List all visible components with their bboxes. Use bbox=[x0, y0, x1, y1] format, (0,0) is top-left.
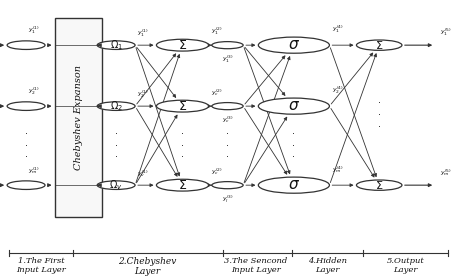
Ellipse shape bbox=[356, 180, 402, 190]
Ellipse shape bbox=[97, 41, 135, 50]
Text: $\sigma$: $\sigma$ bbox=[288, 178, 300, 192]
Text: 3.The Sencond
Input Layer: 3.The Sencond Input Layer bbox=[224, 257, 288, 274]
Ellipse shape bbox=[258, 37, 329, 53]
Ellipse shape bbox=[212, 102, 243, 110]
Text: ·
·
·: · · · bbox=[181, 129, 184, 162]
Text: $\Omega_1$: $\Omega_1$ bbox=[109, 38, 123, 52]
Ellipse shape bbox=[156, 100, 209, 112]
Text: 2.Chebyshev
Layer: 2.Chebyshev Layer bbox=[118, 257, 176, 276]
Text: $y_c^{(2)}$: $y_c^{(2)}$ bbox=[211, 166, 223, 177]
Text: ·
·
·: · · · bbox=[226, 129, 229, 162]
Ellipse shape bbox=[7, 181, 45, 190]
Text: $\Sigma$: $\Sigma$ bbox=[375, 39, 383, 51]
Text: $\Omega_2$: $\Omega_2$ bbox=[109, 99, 123, 113]
Ellipse shape bbox=[356, 40, 402, 50]
Ellipse shape bbox=[97, 102, 135, 110]
Text: 5.Output
Layer: 5.Output Layer bbox=[386, 257, 424, 274]
Text: $y_1^{(2)}$: $y_1^{(2)}$ bbox=[211, 25, 223, 37]
Text: ·
·
·: · · · bbox=[25, 129, 27, 162]
Text: $y_c^{(2)}$: $y_c^{(2)}$ bbox=[211, 87, 223, 98]
Text: 1.The First
Input Layer: 1.The First Input Layer bbox=[17, 257, 66, 274]
Ellipse shape bbox=[156, 179, 209, 191]
Text: $\Sigma$: $\Sigma$ bbox=[178, 39, 187, 52]
Text: ·
·
·: · · · bbox=[115, 129, 118, 162]
Text: $y_2^{(1)}$: $y_2^{(1)}$ bbox=[137, 88, 149, 100]
Ellipse shape bbox=[7, 102, 45, 110]
Ellipse shape bbox=[258, 177, 329, 193]
Ellipse shape bbox=[258, 98, 329, 114]
Text: $y_1^{(1)}$: $y_1^{(1)}$ bbox=[28, 25, 40, 36]
Text: $y_l^{(3)}$: $y_l^{(3)}$ bbox=[221, 193, 234, 205]
Text: ·
·
·: · · · bbox=[378, 99, 381, 132]
Text: $y_1^{(5)}$: $y_1^{(5)}$ bbox=[440, 26, 452, 38]
Ellipse shape bbox=[156, 39, 209, 51]
Text: $\sigma$: $\sigma$ bbox=[288, 38, 300, 52]
Text: ·
·
·: · · · bbox=[292, 129, 295, 162]
Text: $y_m^{(1)}$: $y_m^{(1)}$ bbox=[28, 165, 40, 176]
Text: 4.Hidden
Layer: 4.Hidden Layer bbox=[308, 257, 346, 274]
Ellipse shape bbox=[7, 41, 45, 50]
Text: $\Sigma$: $\Sigma$ bbox=[178, 179, 187, 192]
Text: $\Sigma$: $\Sigma$ bbox=[178, 100, 187, 113]
Text: $\Omega_v$: $\Omega_v$ bbox=[109, 178, 123, 192]
Bar bbox=[55, 18, 102, 217]
Text: $y_1^{(3)}$: $y_1^{(3)}$ bbox=[221, 53, 234, 65]
Text: $y_1^{(1)}$: $y_1^{(1)}$ bbox=[137, 27, 149, 39]
Text: $y_m^{(5)}$: $y_m^{(5)}$ bbox=[440, 167, 452, 178]
Text: $y_m^{(4)}$: $y_m^{(4)}$ bbox=[332, 164, 344, 175]
Text: $y_v^{(1)}$: $y_v^{(1)}$ bbox=[137, 168, 149, 179]
Text: $y_2^{(4)}$: $y_2^{(4)}$ bbox=[332, 84, 344, 96]
Text: $y_c^{(3)}$: $y_c^{(3)}$ bbox=[221, 114, 234, 125]
Ellipse shape bbox=[212, 42, 243, 49]
Text: $y_1^{(4)}$: $y_1^{(4)}$ bbox=[332, 23, 344, 35]
Ellipse shape bbox=[97, 181, 135, 190]
Ellipse shape bbox=[212, 182, 243, 189]
Text: $\Sigma$: $\Sigma$ bbox=[375, 179, 383, 191]
Text: Chebyshev Expanson: Chebyshev Expanson bbox=[74, 65, 82, 170]
Text: $\sigma$: $\sigma$ bbox=[288, 99, 300, 113]
Text: $y_2^{(1)}$: $y_2^{(1)}$ bbox=[28, 86, 40, 97]
